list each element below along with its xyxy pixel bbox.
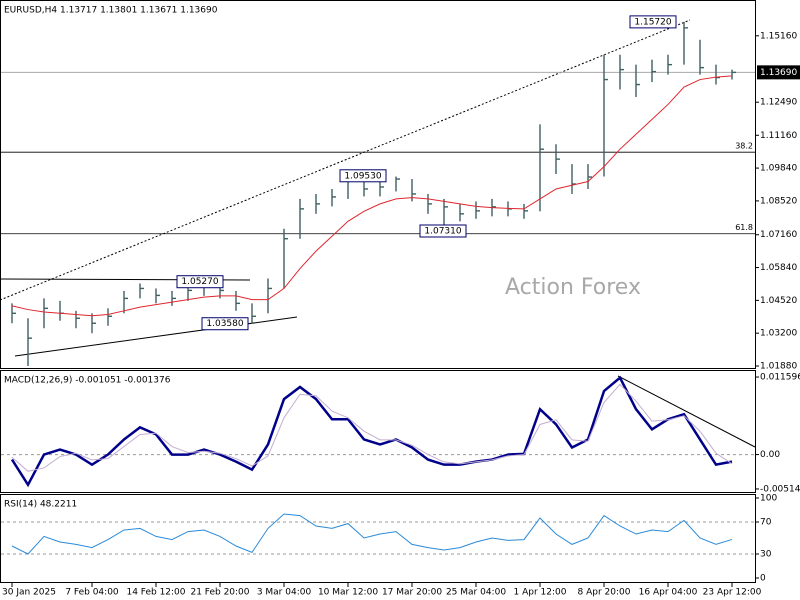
y-tick-label: 1.12490 [760,98,797,108]
price-label: 1.05270 [181,277,218,287]
indicator-line [10,375,733,488]
channel-line [14,316,298,357]
x-tick-label: 17 Mar 20:00 [382,588,442,598]
rsi-title: RSI(14) 48.2211 [4,500,77,510]
y-tick-label: 1.01880 [760,362,797,372]
price-label: 1.07310 [424,226,461,236]
price-label-box [176,275,224,289]
macd-frame [0,370,756,493]
fib-label: 61.8 [735,223,753,232]
x-tick-label: 1 Apr 12:00 [514,588,567,598]
y-tick-label: 1.09840 [760,164,797,174]
price-label: 1.03580 [206,319,243,329]
y-tick-label: 100 [760,494,777,504]
price-label: 1.15720 [634,17,671,27]
x-tick-label: 8 Apr 20:00 [578,588,631,598]
last-price-box [757,65,800,80]
y-tick-label: 0.00 [760,450,780,460]
x-tick-label: 7 Feb 04:00 [65,588,119,598]
macd-trend-line [617,375,756,448]
x-tick-label: 3 Mar 04:00 [257,588,312,598]
x-tick-label: 23 Apr 12:00 [703,588,762,598]
y-tick-label: 1.03200 [760,329,797,339]
price-label-box [201,317,249,331]
x-tick-label: 16 Apr 04:00 [639,588,698,598]
fib-label: 38.2 [735,142,753,151]
macd-title: MACD(12,26,9) -0.001051 -0.001376 [4,376,171,386]
x-tick-label: 14 Feb 12:00 [126,588,185,598]
y-tick-label: 0 [760,574,766,584]
trend-line [0,19,691,301]
price-label-box [419,224,467,238]
moving-average [11,75,733,317]
symbol-title: EURUSD,H4 [4,6,57,16]
x-tick-label: 10 Mar 12:00 [318,588,378,598]
price-label-box [339,169,387,183]
last-price-label: 1.13690 [760,68,797,78]
y-tick-label: -0.005146 [760,484,800,494]
indicator-line [11,513,733,555]
rsi-frame [0,494,756,583]
quote: 1.13717 1.13801 1.13671 1.13690 [60,6,218,16]
x-tick-label: 25 Mar 04:00 [446,588,506,598]
price-label: 1.09530 [344,171,381,181]
y-tick-label: 1.04520 [760,296,797,306]
y-tick-label: 1.08520 [760,196,797,206]
x-tick-label: 30 Jan 2025 [2,588,56,598]
y-tick-label: 30 [760,550,772,560]
y-tick-label: 1.07160 [760,230,797,240]
x-tick-label: 21 Feb 20:00 [190,588,249,598]
price-frame [0,0,756,369]
price-label-box [629,15,677,29]
y-tick-label: 0.011596 [760,373,800,383]
y-tick-label: 1.15160 [760,31,797,41]
indicator-line [11,383,733,472]
y-tick-label: 70 [760,518,772,528]
y-tick-label: 1.11160 [760,131,797,141]
watermark: Action Forex [505,275,641,300]
y-tick-label: 1.05840 [760,263,797,273]
